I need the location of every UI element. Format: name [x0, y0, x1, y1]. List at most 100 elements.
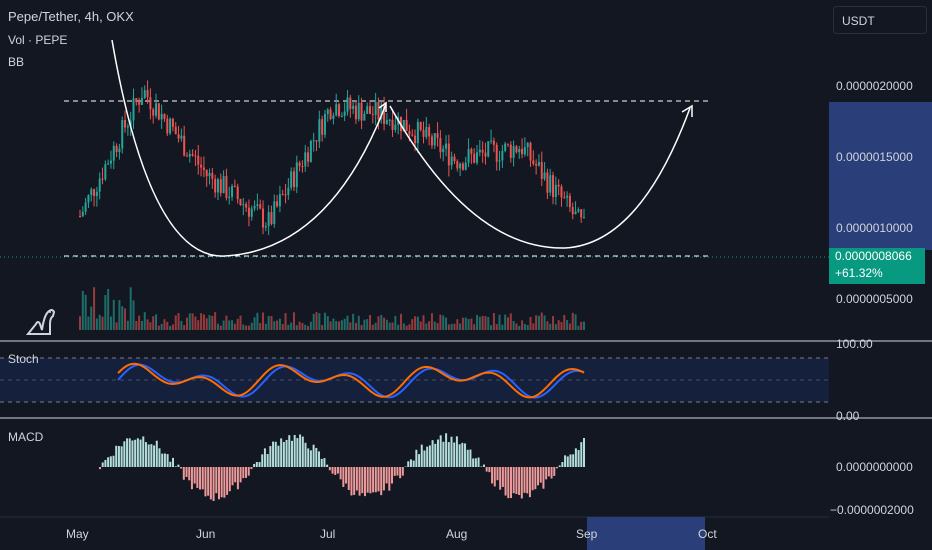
volume-legend[interactable]: Vol · PEPE: [8, 33, 68, 47]
candle-body: [273, 201, 276, 224]
macd-hist-bar: [369, 467, 372, 494]
candle-body: [326, 109, 329, 115]
candle-body: [546, 172, 549, 193]
volume-bar: [264, 323, 267, 330]
macd-hist-bar: [207, 467, 210, 496]
candle-body: [138, 101, 141, 105]
candle-body: [371, 113, 374, 115]
macd-hist-bar: [112, 455, 115, 467]
candle-body: [523, 147, 526, 155]
candle-body: [197, 155, 200, 165]
macd-hist-bar: [385, 467, 388, 484]
candle-body: [571, 207, 574, 215]
macd-hist-bar: [363, 467, 366, 497]
candle-body: [369, 106, 372, 114]
candle-body: [428, 127, 431, 137]
macd-hist-bar: [269, 446, 272, 467]
cup-curve-right[interactable]: [389, 105, 691, 249]
candle-body: [284, 194, 287, 196]
candle-body: [408, 130, 411, 135]
change-pct: +61.32%: [835, 266, 883, 280]
volume-bar: [202, 314, 205, 330]
macd-label[interactable]: MACD: [8, 430, 44, 444]
last-price: 0.0000008066: [835, 249, 912, 263]
volume-bar: [301, 322, 304, 330]
volume-bar: [546, 321, 549, 330]
volume-bar: [253, 317, 256, 330]
macd-hist-bar: [491, 467, 494, 484]
symbol-title[interactable]: Pepe/Tether, 4h, OKX: [8, 9, 134, 24]
volume-bar: [273, 321, 276, 330]
volume-bar: [309, 321, 312, 330]
currency-button[interactable]: USDT: [833, 6, 927, 34]
candle-body: [214, 178, 217, 193]
volume-bar: [343, 318, 346, 330]
candle-body: [152, 109, 155, 116]
volume-bar: [231, 320, 234, 330]
volume-bar: [369, 314, 372, 330]
stoch-tick: 100.00: [836, 337, 873, 351]
volume-bar: [563, 315, 566, 330]
candle-body: [388, 119, 391, 121]
stoch-label[interactable]: Stoch: [8, 352, 39, 366]
candle-body: [205, 170, 208, 177]
volume-bar: [104, 295, 107, 330]
macd-hist-bar: [261, 454, 264, 467]
candle-body: [338, 104, 341, 117]
macd-hist-bar: [377, 467, 380, 492]
volume-bar: [385, 319, 388, 330]
volume-bar: [228, 320, 231, 330]
macd-hist-bar: [296, 438, 299, 467]
volume-bar: [405, 325, 408, 330]
volume-bar: [577, 325, 580, 330]
macd-hist-bar: [234, 467, 237, 483]
volume-bar: [371, 324, 374, 330]
macd-hist-bar: [569, 454, 572, 467]
candle-body: [163, 113, 166, 119]
volume-bar: [149, 322, 152, 330]
candle-body: [332, 115, 335, 119]
macd-hist-bar: [136, 438, 139, 467]
cup-curve-left[interactable]: [111, 39, 387, 257]
macd-hist-bar: [512, 467, 515, 494]
candle-body: [188, 153, 191, 157]
candle-body: [439, 138, 442, 153]
candle-body: [560, 186, 563, 198]
candle-body: [287, 187, 290, 195]
macd-hist-bar: [288, 435, 291, 467]
volume-bar: [87, 316, 90, 330]
bb-legend[interactable]: BB: [8, 55, 25, 69]
volume-bar: [101, 316, 104, 330]
candle-body: [433, 133, 436, 146]
arrow-head: [681, 104, 693, 117]
macd-hist-bar: [304, 442, 307, 467]
macd-hist-bar: [453, 442, 456, 467]
macd-hist-bar: [253, 463, 256, 467]
candle-body: [498, 160, 501, 162]
volume-bar: [442, 315, 445, 330]
volume-bar: [90, 306, 93, 330]
macd-hist-bar: [485, 467, 488, 472]
candle-body: [174, 126, 177, 135]
time-axis-highlight: [587, 517, 705, 550]
candle-body: [566, 195, 569, 198]
volume-bar: [163, 319, 166, 330]
macd-hist-bar: [528, 467, 531, 498]
macd-hist-bar: [204, 467, 207, 497]
volume-bar: [307, 325, 310, 330]
price-tick: 0.0000010000: [836, 221, 913, 235]
candlestick-series: [79, 80, 585, 236]
volume-bar: [138, 315, 141, 330]
candle-body: [321, 119, 324, 135]
volume-bar: [312, 313, 315, 330]
macd-hist-bar: [174, 466, 177, 467]
macd-hist-bar: [412, 460, 415, 467]
candle-body: [521, 148, 524, 155]
macd-hist-bar: [336, 467, 339, 474]
macd-hist-bar: [277, 445, 280, 467]
candle-body: [132, 98, 135, 121]
candle-body: [422, 129, 425, 137]
candle-body: [298, 162, 301, 167]
candle-body: [425, 127, 428, 137]
